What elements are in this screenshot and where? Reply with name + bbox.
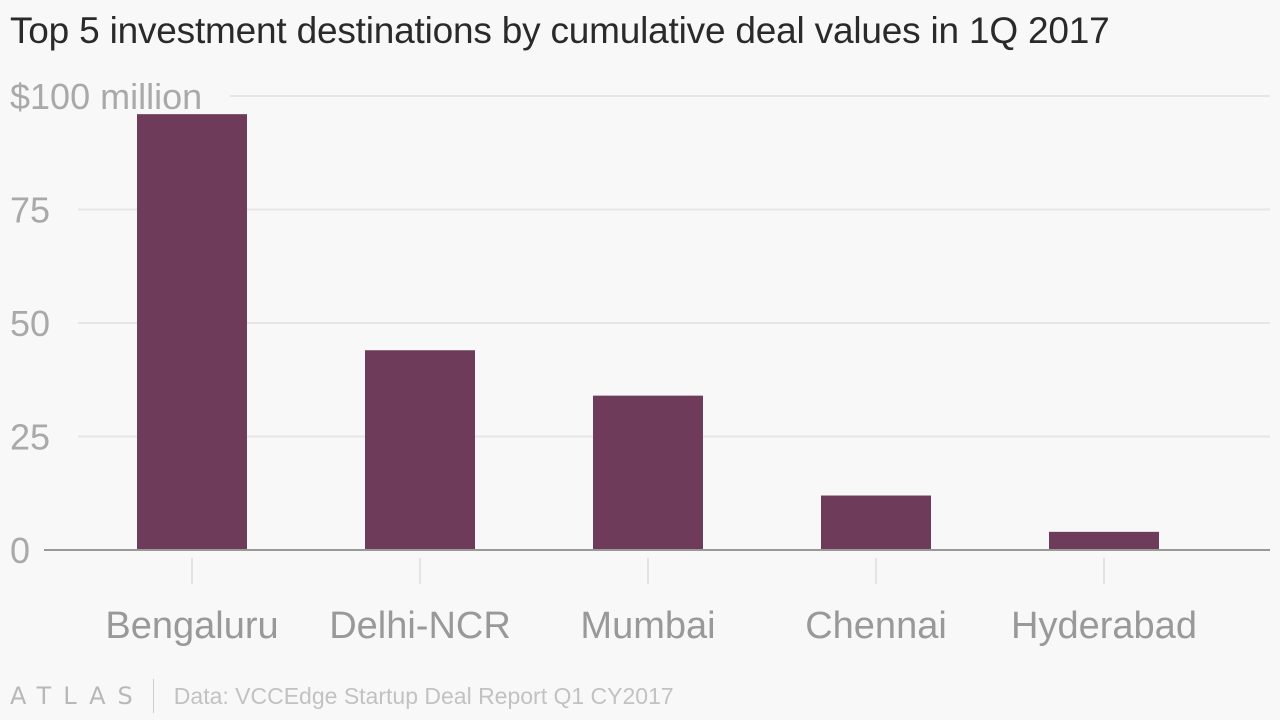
bar-chart: 0 25 50 75 $100 million Bengaluru Delhi-NCR Mu… xyxy=(10,76,1270,647)
x-axis xyxy=(44,549,1270,584)
bar xyxy=(365,350,475,550)
x-tick-label: Bengaluru xyxy=(105,605,278,647)
bar xyxy=(821,495,931,550)
footer-divider xyxy=(152,679,154,713)
x-tick-label: Delhi-NCR xyxy=(329,605,511,647)
y-tick-label: 25 xyxy=(10,417,50,458)
y-tick-label: 0 xyxy=(10,530,30,571)
bars xyxy=(137,114,1159,550)
gridlines xyxy=(78,95,1270,438)
bar xyxy=(137,114,247,550)
y-tick-label: 50 xyxy=(10,303,50,344)
x-tick-label: Hyderabad xyxy=(1011,605,1197,647)
y-tick-label: 75 xyxy=(10,190,50,231)
chart-title: Top 5 investment destinations by cumulat… xyxy=(10,10,1110,51)
x-tick-label: Mumbai xyxy=(580,605,715,647)
atlas-logo: ATLAS xyxy=(10,682,145,710)
x-axis-labels: Bengaluru Delhi-NCR Mumbai Chennai Hyderabad xyxy=(105,605,1197,647)
footer: ATLAS Data: VCCEdge Startup Deal Report … xyxy=(10,676,674,716)
y-tick-label: $100 million xyxy=(10,76,202,117)
bar xyxy=(1049,531,1159,550)
y-axis-labels: 0 25 50 75 $100 million xyxy=(10,76,202,571)
x-tick-label: Chennai xyxy=(805,605,947,647)
bar xyxy=(593,395,703,550)
source-note: Data: VCCEdge Startup Deal Report Q1 CY2… xyxy=(173,682,674,709)
